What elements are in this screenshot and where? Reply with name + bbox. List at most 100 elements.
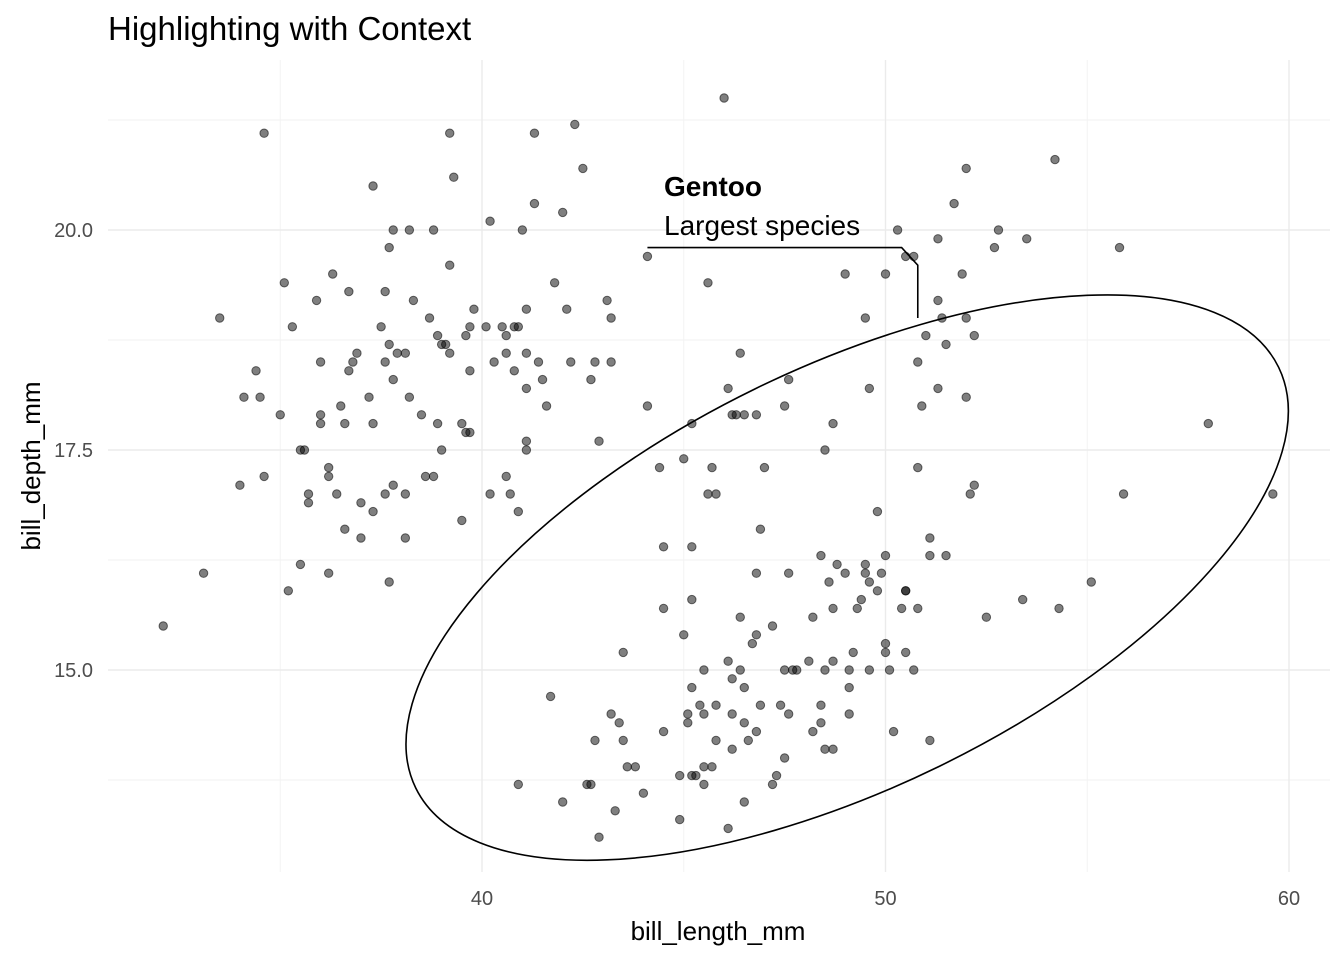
data-point [913, 357, 923, 367]
data-point [259, 471, 269, 482]
y-tick-label: 20.0 [54, 220, 93, 242]
data-point [1086, 577, 1096, 587]
data-point [828, 744, 838, 754]
data-point [820, 665, 830, 675]
data-point [239, 392, 249, 402]
data-point [315, 357, 326, 367]
data-point [937, 313, 947, 323]
data-point [606, 709, 616, 719]
data-point [743, 735, 754, 746]
data-point [1017, 594, 1028, 605]
data-point [824, 577, 834, 587]
data-point [808, 726, 818, 737]
data-point [731, 410, 741, 420]
data-point [295, 559, 306, 570]
x-axis-title: bill_length_mm [631, 916, 806, 946]
data-point [388, 225, 398, 235]
y-tick-label: 15.0 [54, 660, 93, 682]
data-point [578, 163, 588, 174]
data-point [844, 665, 854, 675]
data-point [457, 515, 467, 526]
data-point [562, 304, 572, 314]
data-point [707, 462, 717, 473]
data-point [848, 647, 858, 658]
data-point [315, 418, 326, 429]
data-point [513, 779, 524, 790]
data-point [368, 418, 378, 429]
x-tick-label: 40 [471, 888, 493, 910]
data-point [723, 383, 733, 394]
data-point [255, 392, 265, 402]
data-point [961, 163, 971, 174]
data-point [376, 322, 386, 332]
data-point [723, 656, 733, 666]
data-point [630, 762, 641, 772]
data-point [687, 542, 697, 552]
data-point [687, 418, 697, 429]
data-point [1050, 154, 1060, 165]
data-point [198, 568, 209, 578]
data-point [675, 770, 685, 781]
data-point [432, 418, 443, 429]
data-point [622, 762, 632, 772]
data-point [400, 533, 411, 543]
data-points [158, 93, 1278, 842]
data-point [699, 665, 709, 675]
data-point [501, 471, 511, 482]
data-point [558, 207, 568, 218]
data-point [469, 304, 479, 314]
data-point [751, 410, 762, 420]
annotation-title: Gentoo [664, 171, 762, 202]
data-point [610, 806, 620, 816]
data-point [896, 603, 907, 614]
data-point [340, 418, 350, 429]
data-point [590, 357, 600, 367]
data-point [432, 330, 443, 341]
data-point [384, 577, 394, 587]
annotation-group [405, 246, 1290, 862]
x-tick-label: 60 [1278, 888, 1300, 910]
data-point [735, 348, 745, 358]
data-point [783, 374, 794, 385]
data-point [566, 357, 576, 367]
data-point [703, 278, 713, 288]
data-point [828, 603, 838, 614]
data-point [909, 251, 919, 262]
data-point [586, 779, 596, 790]
data-point [388, 480, 398, 490]
data-point [489, 357, 499, 367]
data-point [618, 647, 628, 658]
data-point [251, 366, 261, 376]
data-point [808, 612, 818, 622]
data-point [380, 357, 390, 367]
data-point [521, 383, 532, 394]
data-point [779, 665, 790, 675]
data-point [981, 612, 992, 622]
data-point [933, 383, 943, 394]
data-point [348, 357, 358, 367]
data-point [860, 559, 871, 570]
data-point [303, 498, 314, 508]
data-point [323, 462, 334, 473]
data-point [860, 313, 871, 323]
data-point [380, 286, 390, 297]
data-point [606, 357, 616, 367]
data-point [449, 172, 459, 182]
data-point [727, 744, 737, 754]
data-point [888, 726, 899, 737]
data-point [400, 348, 411, 358]
data-point [864, 665, 875, 675]
data-point [771, 770, 782, 781]
data-point [792, 665, 802, 675]
data-point [529, 128, 540, 138]
data-point [275, 410, 285, 420]
data-point [440, 339, 451, 350]
data-point [993, 225, 1004, 235]
data-point [392, 348, 402, 358]
data-point [485, 489, 495, 499]
data-point [517, 225, 528, 235]
data-point [880, 638, 891, 649]
data-point [783, 568, 794, 578]
data-point [679, 630, 689, 640]
data-point [594, 832, 604, 842]
